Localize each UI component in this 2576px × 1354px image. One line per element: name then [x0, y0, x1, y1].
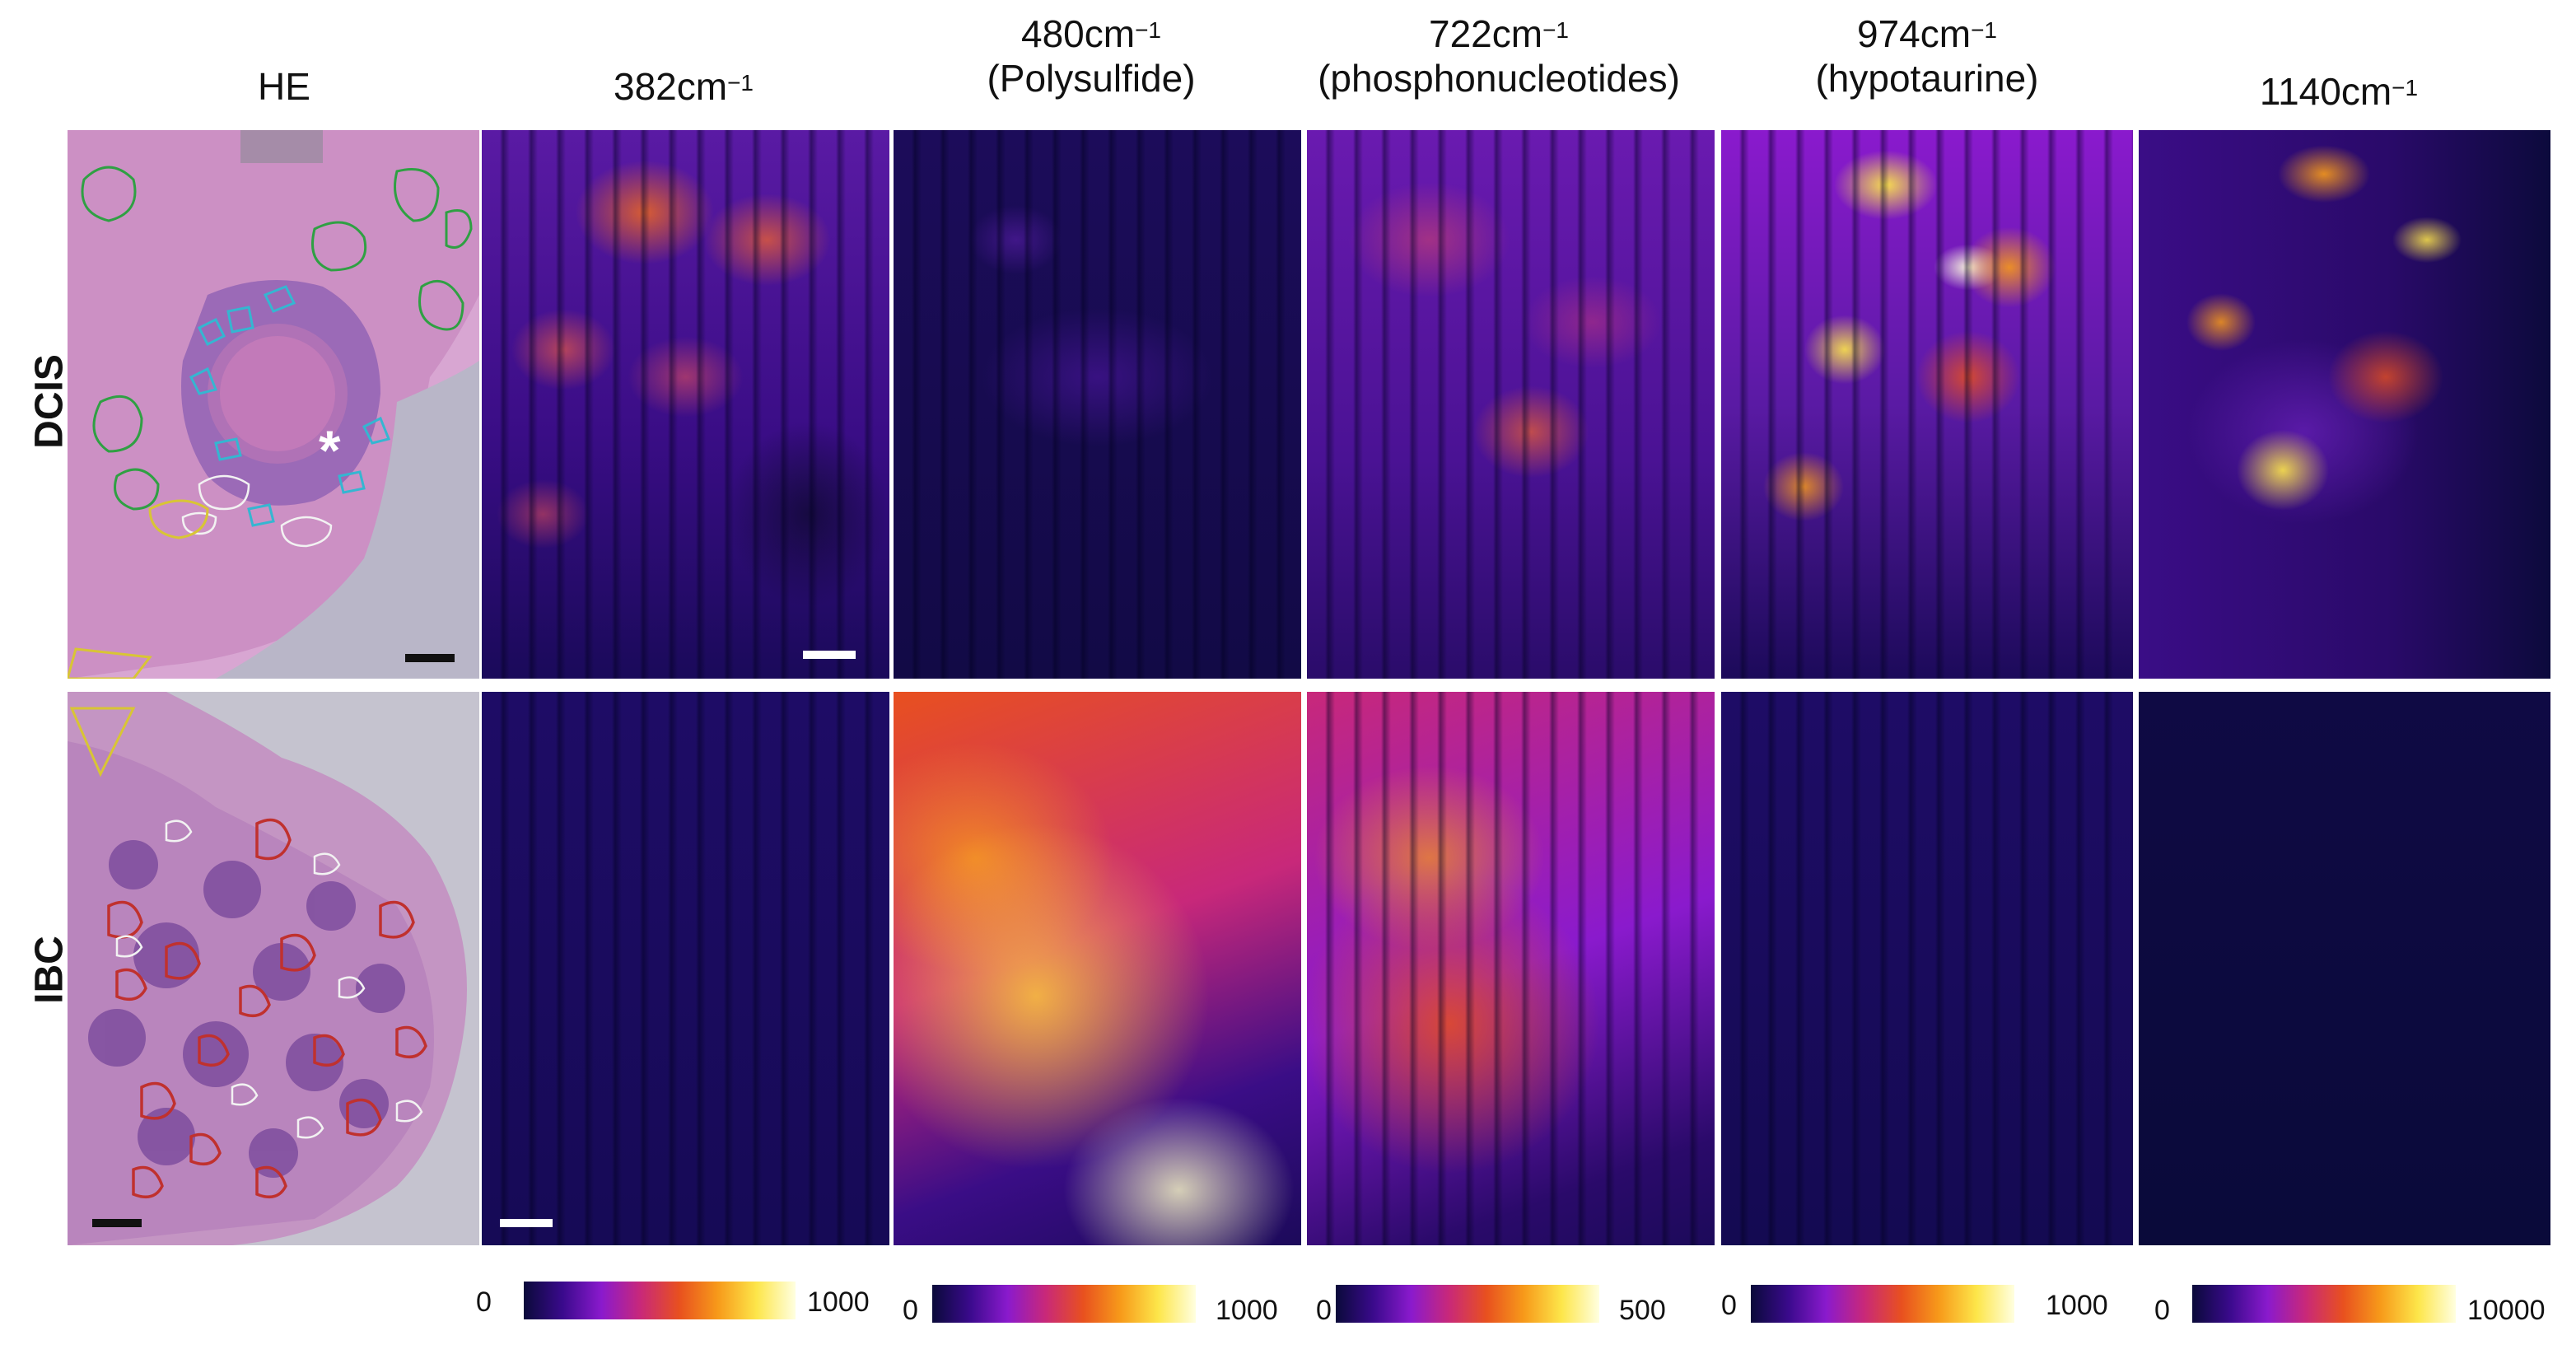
colorbar-1-max: 1000 [807, 1286, 870, 1318]
colorbar-5-min: 0 [2154, 1295, 2170, 1326]
header-974: 974cm−1 (hypotaurine) [1729, 12, 2125, 100]
he-tissue-dcis [68, 130, 479, 679]
he-image-ibc [68, 692, 479, 1245]
header-1140: 1140cm−1 [2141, 69, 2536, 114]
map-dcis-1140 [2139, 130, 2550, 679]
header-1140-sup: −1 [2392, 75, 2419, 100]
scale-bar-ibc [500, 1219, 553, 1227]
colorbar-3-min: 0 [1316, 1295, 1332, 1326]
header-722-sub: (phosphonucleotides) [1318, 57, 1680, 100]
header-974-label: 974cm [1856, 12, 1972, 55]
map-ibc-974 [1721, 692, 2133, 1245]
map-ibc-722 [1307, 692, 1715, 1245]
map-dcis-382 [482, 130, 889, 679]
header-974-sub: (hypotaurine) [1815, 57, 2039, 100]
map-dcis-974 [1721, 130, 2133, 679]
colorbar-4-min: 0 [1721, 1290, 1737, 1321]
row-label-ibc: IBC [27, 936, 72, 1004]
colorbar-3-gradient [1336, 1285, 1599, 1323]
row-label-dcis: DCIS [27, 354, 72, 449]
colorbar-4-gradient [1751, 1285, 2014, 1323]
header-722-label: 722cm [1428, 12, 1543, 55]
header-722-sup: −1 [1542, 17, 1569, 43]
colorbar-4-max: 1000 [2046, 1290, 2108, 1321]
colorbar-3-max: 500 [1619, 1295, 1666, 1326]
he-marker: * [319, 419, 341, 482]
he-tissue-ibc [68, 692, 479, 1245]
header-382: 382cm−1 [486, 64, 881, 109]
he-image-dcis: * [68, 130, 479, 679]
header-480: 480cm−1 (Polysulfide) [894, 12, 1289, 100]
scale-bar-dcis [803, 651, 856, 659]
colorbar-2-min: 0 [903, 1295, 918, 1326]
colorbar-2-gradient [932, 1285, 1196, 1323]
header-382-label: 382cm [613, 65, 728, 108]
header-480-sub: (Polysulfide) [987, 57, 1196, 100]
header-1140-label: 1140cm [2259, 70, 2392, 113]
map-dcis-722 [1307, 130, 1715, 679]
header-480-label: 480cm [1020, 12, 1136, 55]
map-dcis-480 [894, 130, 1301, 679]
header-he-label: HE [258, 65, 310, 108]
header-722: 722cm−1 (phosphonucleotides) [1285, 12, 1713, 100]
map-ibc-480 [894, 692, 1301, 1245]
colorbar-1-min: 0 [476, 1286, 492, 1318]
map-ibc-1140 [2139, 692, 2550, 1245]
map-ibc-382 [482, 692, 889, 1245]
header-382-sup: −1 [727, 70, 754, 96]
header-480-sup: −1 [1135, 17, 1161, 43]
colorbar-2-max: 1000 [1216, 1295, 1278, 1326]
header-974-sup: −1 [1971, 17, 1997, 43]
header-he: HE [210, 64, 358, 109]
colorbar-5-gradient-bar [2192, 1285, 2456, 1323]
colorbar-1-gradient [524, 1282, 796, 1319]
colorbar-5-max: 10000 [2467, 1295, 2546, 1326]
